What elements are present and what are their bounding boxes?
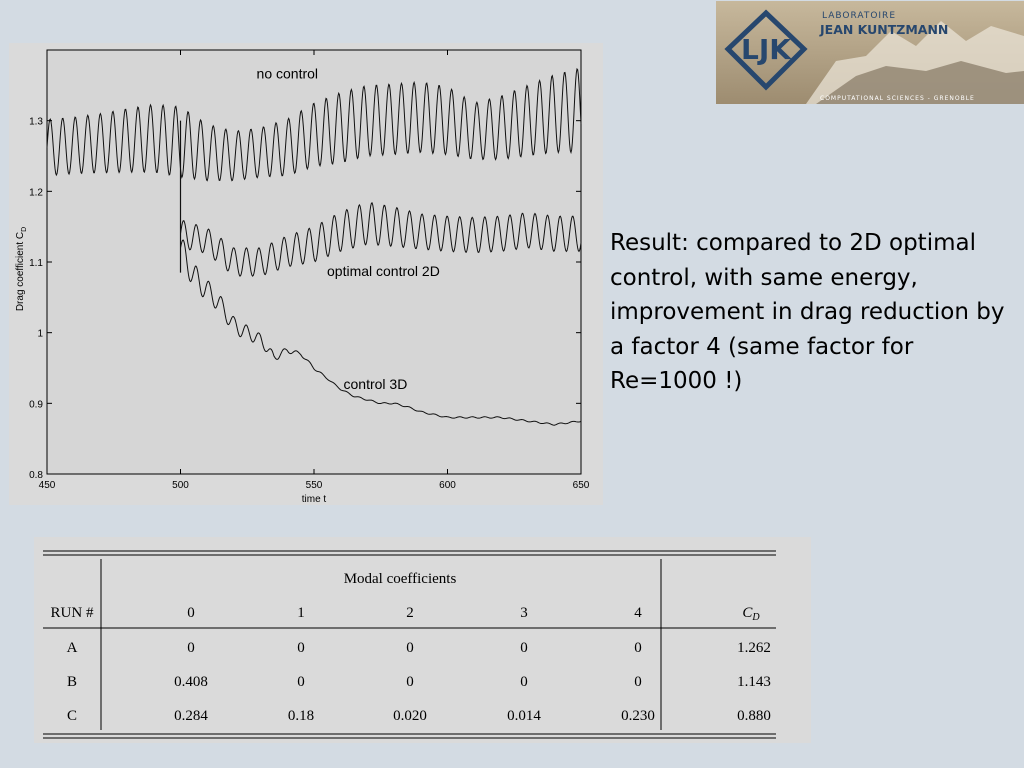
x-tick-label: 550: [306, 480, 323, 491]
series-line-0: [46, 67, 582, 182]
series-annotation-0: no control: [257, 65, 318, 81]
y-axis-label-group: Drag coefficient CD: [15, 227, 28, 311]
run-cell: B: [67, 674, 77, 690]
series-group: [46, 67, 582, 426]
series-annotation-2: control 3D: [344, 376, 408, 392]
monogram-frame: [724, 9, 808, 91]
plot-area: [46, 49, 582, 475]
table-svg: Modal coefficients RUN # CD 0 1 2 3 4 A 0 0 0 0 0 1…: [43, 550, 776, 739]
series-line-1: [180, 202, 582, 277]
column-header: 3: [520, 605, 528, 621]
x-tick-label: 500: [172, 480, 189, 491]
series-line-2: [180, 239, 582, 426]
coefficient-cell: 0.18: [288, 708, 314, 724]
y-tick-label: 1.1: [29, 258, 43, 269]
coefficient-cell: 0.230: [621, 708, 655, 724]
result-text: Result: compared to 2D optimal control, …: [610, 230, 1005, 394]
coefficient-cell: 0: [187, 640, 195, 656]
y-tick-label: 0.8: [29, 470, 43, 481]
y-tick-label: 1.3: [29, 117, 43, 128]
y-axis-label: Drag coefficient CD: [15, 227, 28, 311]
drag-coefficient-chart: 450 500 550 600 650 0.8 0.9 1 1.1 1.2 1.3 no contr…: [9, 43, 603, 505]
coefficient-cell: 0: [634, 640, 642, 656]
cd-cell: 1.143: [737, 674, 771, 690]
mountain-shadow: [816, 61, 1024, 104]
table-cells: 0 1 2 3 4 A 0 0 0 0 0 1.262 B 0.408 0 0 0 0 1.143 C 0.284 0.1…: [67, 605, 771, 724]
x-axis-label: time t: [302, 494, 327, 505]
series-annotation-1: optimal control 2D: [327, 263, 440, 279]
coefficient-cell: 0: [406, 640, 414, 656]
logo-footer: COMPUTATIONAL SCIENCES - GRENOBLE: [820, 95, 975, 102]
ljk-logo: LJK LABORATOIRE JEAN KUNTZMANN COMPUTATI…: [716, 1, 1024, 104]
y-tick-label: 0.9: [29, 399, 43, 410]
x-tick-label: 650: [573, 480, 590, 491]
coefficient-cell: 0.284: [174, 708, 208, 724]
y-tick-label: 1: [37, 329, 43, 340]
coefficient-cell: 0.408: [174, 674, 208, 690]
x-tick-label: 450: [39, 480, 56, 491]
coefficient-cell: 0: [297, 674, 305, 690]
run-cell: C: [67, 708, 77, 724]
logo-monogram: LJK: [741, 33, 792, 66]
annotations-group: no control optimal control 2D control 3D: [257, 65, 440, 392]
column-header: 4: [634, 605, 642, 621]
y-tick-label: 1.2: [29, 187, 43, 198]
coefficient-cell: 0.014: [507, 708, 541, 724]
column-header: 0: [187, 605, 195, 621]
chart-svg: 450 500 550 600 650 0.8 0.9 1 1.1 1.2 1.3 no contr…: [15, 49, 590, 505]
run-header: RUN #: [51, 605, 94, 621]
x-tick-label: 600: [439, 480, 456, 491]
modal-coefficients-table: Modal coefficients RUN # CD 0 1 2 3 4 A 0 0 0 0 0 1…: [34, 537, 811, 743]
coefficient-cell: 0.020: [393, 708, 427, 724]
logo-graphic: LJK LABORATOIRE JEAN KUNTZMANN COMPUTATI…: [716, 1, 1024, 104]
coefficient-cell: 0: [520, 640, 528, 656]
cd-header: CD: [742, 605, 760, 623]
column-header: 1: [297, 605, 305, 621]
ticks-group: 450 500 550 600 650 0.8 0.9 1 1.1 1.2 1.3: [29, 50, 590, 491]
coefficient-cell: 0: [634, 674, 642, 690]
coefficient-cell: 0: [406, 674, 414, 690]
logo-line1: LABORATOIRE: [822, 11, 896, 21]
run-cell: A: [67, 640, 78, 656]
logo-line2: JEAN KUNTZMANN: [819, 22, 948, 37]
group-header: Modal coefficients: [344, 571, 457, 587]
cd-cell: 0.880: [737, 708, 771, 724]
coefficient-cell: 0: [520, 674, 528, 690]
column-header: 2: [406, 605, 414, 621]
coefficient-cell: 0: [297, 640, 305, 656]
cd-cell: 1.262: [737, 640, 771, 656]
